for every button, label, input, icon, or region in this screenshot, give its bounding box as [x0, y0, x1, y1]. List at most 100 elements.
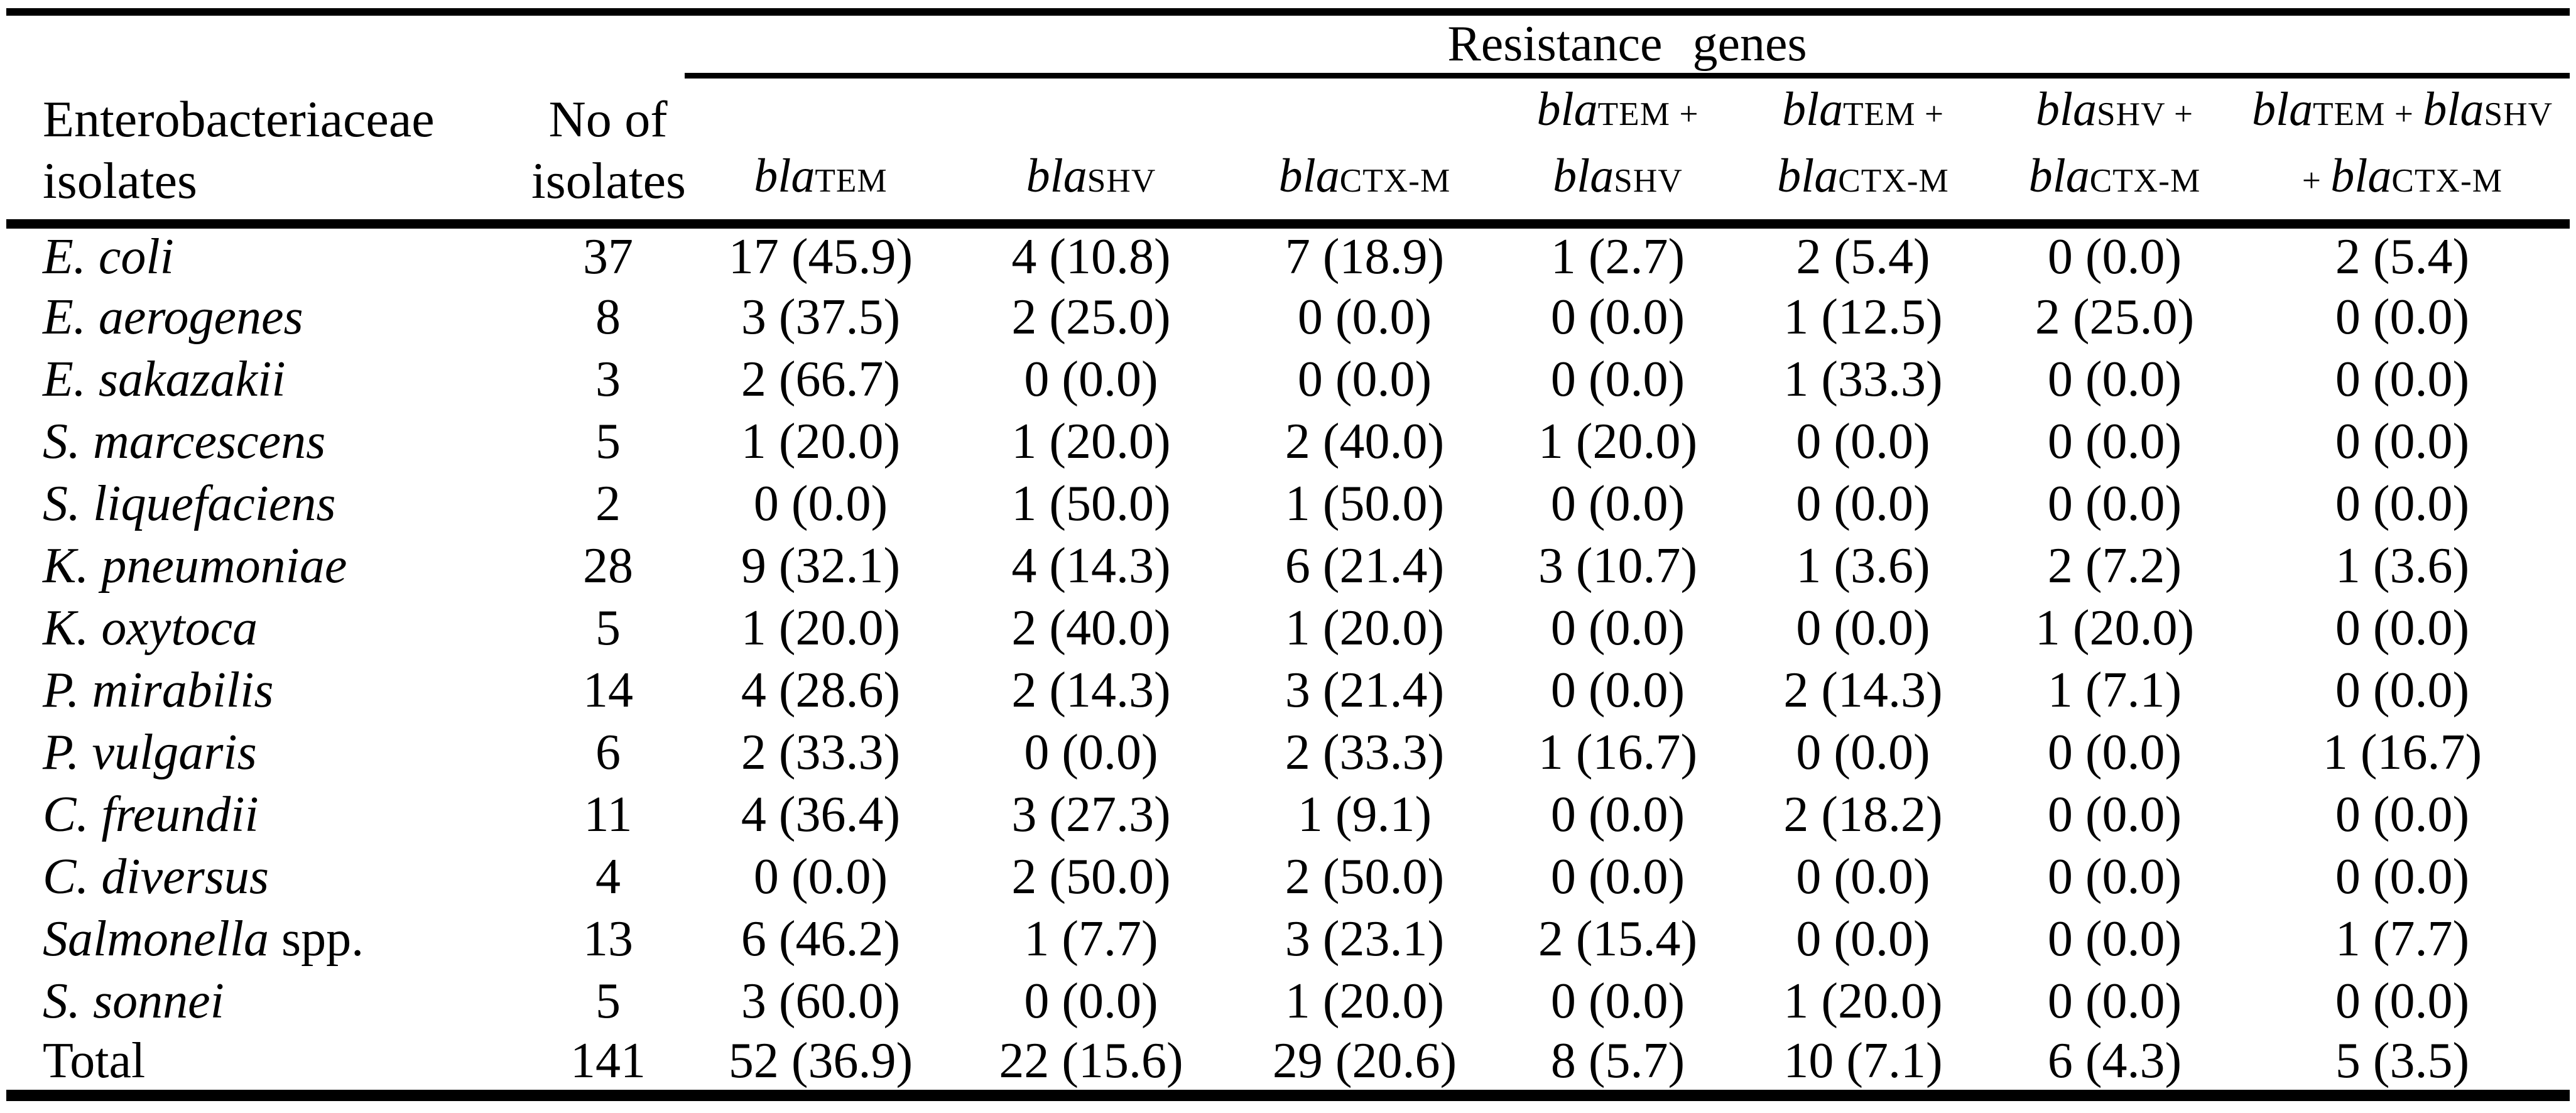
- cell-gene-value-shv-ctx-m: 2 (7.2): [2047, 538, 2182, 594]
- table-header: Enterobacteriaceae isolates No of isolat…: [6, 12, 2570, 229]
- cell-no-of-isolates: 5: [595, 600, 621, 656]
- cell-no-of-isolates: 141: [570, 1033, 646, 1089]
- cell-gene-value-tem-shv: 1 (16.7): [1538, 724, 1698, 780]
- cell-gene-value-tem-shv-ctx-m: 0 (0.0): [2335, 351, 2470, 407]
- cell-gene-value-tem-ctx-m: 0 (0.0): [1796, 600, 1930, 656]
- gene-header-line2: blaCTX-M: [1994, 145, 2235, 212]
- cell-gene-value-shv-ctx-m: 1 (20.0): [2035, 600, 2195, 656]
- header-gene-tem-shv-ctx-m: blaTEM + blaSHV + blaCTX-M: [2235, 75, 2570, 229]
- table-row: E. coli 37 17 (45.9) 4 (10.8) 7 (18.9) 1…: [6, 224, 2570, 286]
- gene-name-italic: bla: [2251, 83, 2313, 136]
- cell-isolate-name: S. sonnei: [6, 970, 531, 1033]
- isolate-name-italic: K. pneumoniae: [43, 538, 347, 594]
- table-row: E. sakazakii 3 2 (66.7) 0 (0.0) 0 (0.0) …: [6, 349, 2570, 411]
- cell-gene-value-shv: 3 (27.3): [1011, 786, 1171, 842]
- cell-gene-value-tem-shv: 1 (2.7): [1550, 229, 1685, 285]
- cell-gene-value-ctx-m: 0 (0.0): [1297, 351, 1432, 407]
- cell-gene-value-tem-shv-ctx-m: 2 (5.4): [2335, 229, 2470, 285]
- cell-gene-value-shv: 22 (15.6): [999, 1033, 1183, 1089]
- cell-isolate-name: S. marcescens: [6, 411, 531, 473]
- cell-gene-value-shv: 1 (50.0): [1011, 475, 1171, 531]
- cell-isolate-name: E. coli: [6, 224, 531, 286]
- cell-no-of-isolates: 2: [595, 475, 621, 531]
- cell-gene-value-ctx-m: 2 (50.0): [1285, 849, 1445, 904]
- cell-gene-value-tem-shv-ctx-m: 0 (0.0): [2335, 662, 2470, 718]
- header-resistance-genes: Resistance genes: [685, 12, 2570, 79]
- gene-header-line2: blaCTX-M: [1226, 145, 1504, 212]
- cell-gene-value-ctx-m: 1 (20.0): [1285, 973, 1445, 1029]
- cell-isolate-name: S. liquefaciens: [6, 473, 531, 535]
- table-row: S. marcescens 5 1 (20.0) 1 (20.0) 2 (40.…: [6, 411, 2570, 473]
- cell-gene-value-tem: 17 (45.9): [728, 229, 913, 285]
- gene-subscript: +: [1915, 95, 1944, 133]
- cell-gene-value-tem-shv: 1 (20.0): [1538, 413, 1698, 469]
- gene-name-italic: bla: [1026, 149, 1087, 202]
- cell-gene-value-ctx-m: 3 (23.1): [1285, 911, 1445, 967]
- cell-gene-value-tem-ctx-m: 0 (0.0): [1796, 911, 1930, 967]
- cell-no-of-isolates: 28: [583, 538, 633, 594]
- isolate-name-roman: spp.: [268, 911, 364, 967]
- isolate-name-roman: Total: [43, 1033, 146, 1089]
- gene-subscript: SHV: [1087, 162, 1156, 199]
- resistance-genes-label: Resistance genes: [1447, 16, 1807, 72]
- gene-subscript: +: [2165, 95, 2194, 133]
- gene-subscript: TEM: [2313, 95, 2386, 133]
- cell-gene-value-shv-ctx-m: 0 (0.0): [2047, 724, 2182, 780]
- cell-gene-value-tem-shv-ctx-m: 0 (0.0): [2335, 600, 2470, 656]
- cell-gene-value-tem-ctx-m: 0 (0.0): [1796, 849, 1930, 904]
- cell-gene-value-tem: 1 (20.0): [741, 413, 901, 469]
- isolate-name-italic: C. diversus: [43, 849, 269, 904]
- table-row: K. pneumoniae 28 9 (32.1) 4 (14.3) 6 (21…: [6, 535, 2570, 597]
- gene-subscript: SHV: [2484, 95, 2553, 133]
- cell-gene-value-ctx-m: 0 (0.0): [1297, 289, 1432, 345]
- cell-gene-value-tem: 4 (28.6): [741, 662, 901, 718]
- cell-gene-value-tem: 3 (60.0): [741, 973, 901, 1029]
- isolate-name-italic: P. vulgaris: [43, 724, 257, 780]
- header-gene-tem-shv: blaTEM + blaSHV: [1504, 75, 1732, 229]
- cell-gene-value-tem: 0 (0.0): [753, 475, 888, 531]
- cell-gene-value-tem: 2 (66.7): [741, 351, 901, 407]
- header-gene-shv-ctx-m: blaSHV + blaCTX-M: [1994, 75, 2235, 229]
- gene-header-line1: blaSHV +: [1994, 79, 2235, 145]
- cell-gene-value-shv-ctx-m: 1 (7.1): [2047, 662, 2182, 718]
- cell-isolate-name: C. freundii: [6, 784, 531, 846]
- isolate-name-italic: P. mirabilis: [43, 662, 274, 718]
- gene-subscript: +: [2385, 95, 2423, 133]
- header-gene-shv: blaSHV: [957, 75, 1226, 229]
- cell-gene-value-tem: 3 (37.5): [741, 289, 901, 345]
- cell-gene-value-ctx-m: 3 (21.4): [1285, 662, 1445, 718]
- gene-header-line2: blaSHV: [957, 145, 1226, 212]
- header-gene-tem: blaTEM: [685, 75, 957, 229]
- cell-gene-value-shv: 4 (10.8): [1011, 229, 1171, 285]
- gene-name-italic: bla: [2330, 149, 2392, 202]
- cell-gene-value-shv-ctx-m: 0 (0.0): [2047, 413, 2182, 469]
- gene-name-italic: bla: [2028, 149, 2090, 202]
- cell-gene-value-tem-shv: 0 (0.0): [1550, 475, 1685, 531]
- gene-subscript: TEM: [1843, 95, 1916, 133]
- header-isolates: Enterobacteriaceae isolates: [6, 12, 531, 229]
- header-no-line2: isolates: [531, 152, 686, 209]
- table-row: C. diversus 4 0 (0.0) 2 (50.0) 2 (50.0) …: [6, 846, 2570, 908]
- gene-header-line1: blaTEM + blaSHV: [2235, 79, 2570, 145]
- cell-gene-value-shv: 4 (14.3): [1011, 538, 1171, 594]
- cell-gene-value-tem-shv-ctx-m: 1 (7.7): [2335, 911, 2470, 967]
- cell-gene-value-shv-ctx-m: 0 (0.0): [2047, 229, 2182, 285]
- isolate-name-italic: E. coli: [43, 229, 174, 285]
- cell-gene-value-tem-shv-ctx-m: 1 (16.7): [2322, 724, 2482, 780]
- cell-gene-value-shv-ctx-m: 6 (4.3): [2047, 1033, 2182, 1089]
- cell-gene-value-shv: 2 (25.0): [1011, 289, 1171, 345]
- cell-isolate-name: E. aerogenes: [6, 286, 531, 349]
- cell-no-of-isolates: 13: [583, 911, 633, 967]
- gene-subscript: SHV: [2097, 95, 2165, 133]
- cell-gene-value-tem-ctx-m: 0 (0.0): [1796, 724, 1930, 780]
- cell-gene-value-tem-shv-ctx-m: 5 (3.5): [2335, 1033, 2470, 1089]
- gene-subscript: SHV: [1614, 162, 1683, 199]
- header-gene-ctx-m: blaCTX-M: [1226, 75, 1504, 229]
- cell-gene-value-tem-ctx-m: 1 (20.0): [1783, 973, 1943, 1029]
- cell-isolate-name: K. oxytoca: [6, 597, 531, 660]
- cell-gene-value-tem-ctx-m: 10 (7.1): [1783, 1033, 1943, 1089]
- cell-gene-value-tem-ctx-m: 1 (12.5): [1783, 289, 1943, 345]
- cell-gene-value-ctx-m: 1 (20.0): [1285, 600, 1445, 656]
- cell-no-of-isolates: 11: [584, 786, 633, 842]
- cell-no-of-isolates: 5: [595, 973, 621, 1029]
